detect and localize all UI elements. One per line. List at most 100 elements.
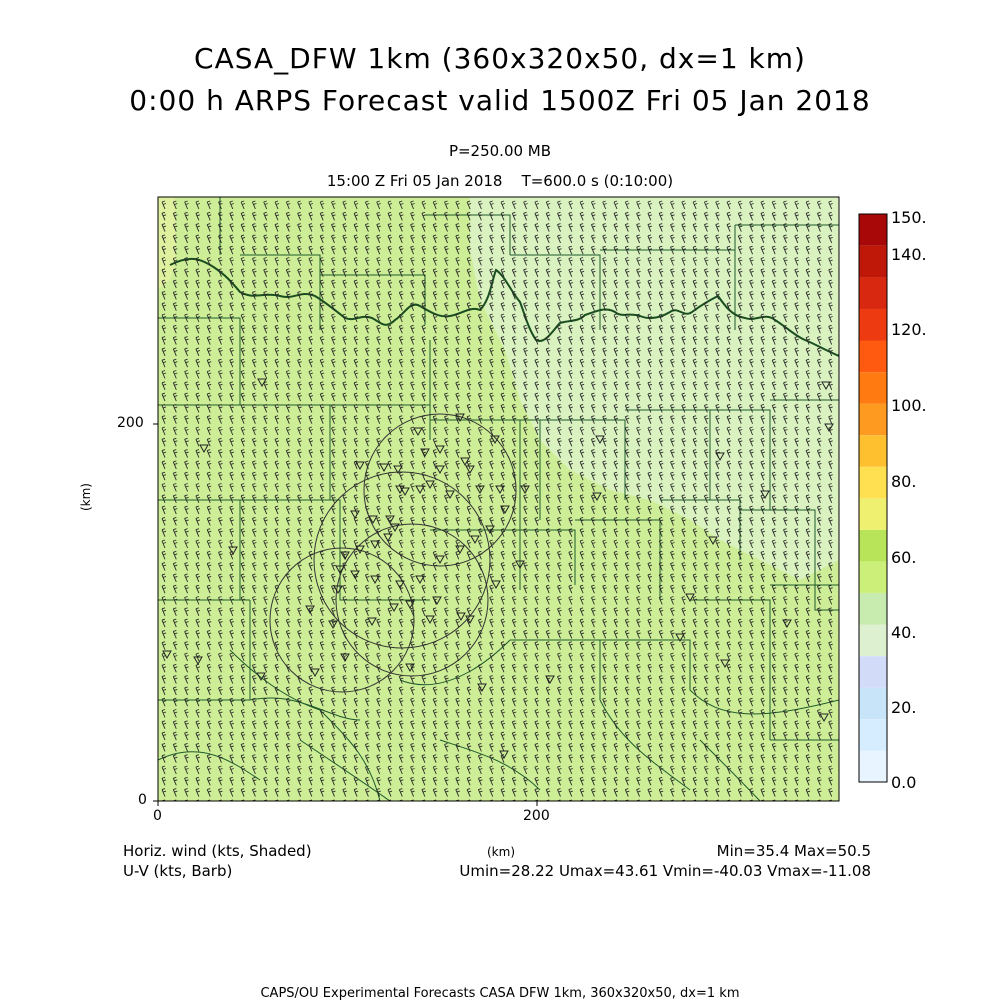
wind-barb xyxy=(760,245,766,255)
wind-barb xyxy=(636,686,641,696)
wind-barb xyxy=(534,776,540,786)
wind-barb xyxy=(274,754,280,763)
wind-barb xyxy=(285,652,291,662)
wind-barb xyxy=(432,742,438,752)
wind-barb xyxy=(466,641,472,650)
wind-barb xyxy=(624,211,630,221)
wind-barb xyxy=(511,686,517,696)
wind-barb xyxy=(749,776,754,786)
wind-barb xyxy=(670,324,675,334)
wind-barb xyxy=(794,697,799,707)
wind-barb xyxy=(466,437,472,447)
wind-barb xyxy=(670,257,675,266)
wind-barb xyxy=(760,675,766,684)
wind-barb xyxy=(477,268,483,277)
wind-barb xyxy=(534,754,540,763)
wind-barb xyxy=(647,370,653,379)
wind-barb xyxy=(229,618,234,628)
wind-barb xyxy=(816,370,822,379)
wind-barb xyxy=(410,437,415,447)
wind-barb xyxy=(251,731,257,741)
wind-barb xyxy=(184,370,189,379)
wind-barb xyxy=(387,415,393,424)
wind-barb xyxy=(466,392,472,402)
wind-barb xyxy=(624,562,630,571)
wind-barb xyxy=(579,675,585,684)
wind-barb xyxy=(500,290,506,300)
wind-barb xyxy=(251,663,257,673)
wind-barb xyxy=(161,370,167,379)
wind-barb xyxy=(251,234,257,244)
wind-barb xyxy=(590,697,596,707)
wind-barb xyxy=(579,392,585,402)
wind-barb xyxy=(681,200,686,210)
wind-barb xyxy=(218,449,223,458)
wind-barb xyxy=(636,302,641,311)
wind-barb xyxy=(783,449,788,458)
wind-barb xyxy=(590,505,596,515)
wind-barb xyxy=(297,392,302,402)
wind-barb xyxy=(737,652,743,662)
wind-barb xyxy=(579,211,585,221)
wind-barb xyxy=(828,742,833,752)
wind-barb xyxy=(161,200,167,210)
wind-barb xyxy=(376,426,381,436)
wind-barb xyxy=(658,471,664,481)
wind-barb xyxy=(319,223,325,232)
wind-barb xyxy=(285,336,291,345)
wind-barb xyxy=(432,731,438,741)
wind-barb xyxy=(783,742,788,752)
wind-barb xyxy=(240,697,246,707)
wind-barb xyxy=(568,381,573,390)
wind-barb xyxy=(511,211,517,221)
wind-barb xyxy=(353,765,359,775)
wind-barb xyxy=(613,607,619,616)
wind-barb xyxy=(444,324,449,334)
wind-barb xyxy=(828,415,833,424)
wind-barb xyxy=(274,245,280,255)
wind-barb xyxy=(794,257,799,266)
wind-barb xyxy=(523,584,528,594)
wind-barb xyxy=(218,313,223,323)
wind-barb xyxy=(726,257,732,266)
wind-barb xyxy=(568,358,573,368)
wind-barb xyxy=(398,596,404,605)
wind-barb xyxy=(523,528,528,537)
wind-barb xyxy=(229,505,234,515)
wind-barb xyxy=(534,324,540,334)
wind-barb xyxy=(828,347,833,357)
wind-barb xyxy=(432,426,438,436)
wind-barb xyxy=(568,765,573,775)
wind-barb xyxy=(466,449,472,458)
wind-barb xyxy=(658,200,664,210)
wind-barb xyxy=(715,279,720,289)
wind-barb xyxy=(737,686,743,696)
wind-barb xyxy=(353,618,359,628)
wind-barb xyxy=(726,720,732,729)
station-marker-icon xyxy=(415,485,425,495)
wind-barb xyxy=(670,505,675,515)
wind-barb xyxy=(398,754,404,763)
wind-barb xyxy=(184,573,189,583)
wind-barb xyxy=(398,663,404,673)
wind-barb xyxy=(444,550,449,560)
wind-barb xyxy=(444,697,449,707)
wind-barb xyxy=(602,336,607,345)
wind-barb xyxy=(240,731,246,741)
wind-barb xyxy=(195,336,201,345)
wind-barb xyxy=(523,324,528,334)
wind-barb xyxy=(670,347,675,357)
wind-barb xyxy=(342,697,347,707)
wind-barb xyxy=(828,471,833,481)
wind-barb xyxy=(647,268,653,277)
wind-barb xyxy=(319,550,325,560)
wind-barb xyxy=(410,403,415,413)
wind-barb xyxy=(692,573,698,583)
station-marker-icon xyxy=(475,485,485,495)
wind-barb xyxy=(206,573,212,583)
wind-barb xyxy=(331,257,336,266)
station-marker-icon xyxy=(782,619,792,629)
wind-barb xyxy=(364,381,370,390)
wind-barb xyxy=(692,200,698,210)
wind-barb xyxy=(816,460,822,470)
